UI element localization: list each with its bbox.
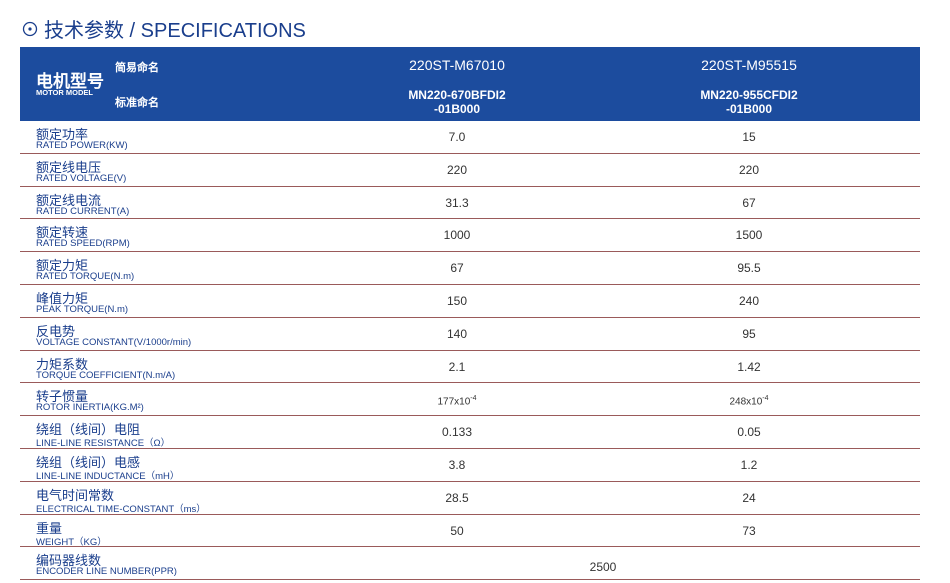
table-row: 额定线电压 RATED VOLTAGE(V) 220 220	[20, 154, 920, 187]
cell-value: 240	[738, 294, 760, 308]
row-label-cn: 绕组（线间）电阻	[36, 422, 141, 438]
title-bar: 技术参数 / SPECIFICATIONS	[22, 14, 306, 43]
table-row: 电气时间常数 ELECTRICAL TIME-CONSTANT（ms） 28.5 24	[20, 482, 920, 515]
value-exponent: -4	[762, 395, 769, 403]
row-label-cn: 额定线电压	[36, 159, 102, 175]
cell-value: 15	[742, 130, 756, 144]
cell-value: 28.5	[445, 490, 469, 505]
table-row: 额定功率 RATED POWER(KW) 7.0 15	[20, 121, 920, 154]
cell-value: 3.8	[448, 458, 466, 472]
row-label-cn: 额定力矩	[36, 258, 89, 274]
row-label-cn: 转子惯量	[36, 389, 89, 405]
model-standard: MN220-670BFDI2	[408, 88, 506, 102]
cell-value: 31.3	[445, 195, 469, 210]
cell-value: 50	[450, 523, 464, 538]
cell-value: 7.0	[448, 130, 466, 144]
row-label-cn: 额定功率	[36, 127, 89, 142]
row-label-en: ENCODER LINE NUMBER(PPR)	[36, 566, 177, 578]
table-row: 转子惯量 ROTOR INERTIA(KG.M²) 177x10-4 248x10-4	[20, 383, 920, 417]
cell-value: 24	[742, 490, 756, 505]
cell-value: 95	[742, 326, 756, 341]
label-en: MOTOR MODEL	[36, 88, 93, 97]
cell-value: 140	[446, 326, 468, 341]
row-label-en: RATED TORQUE(N.m)	[36, 271, 135, 283]
row-label-cn: 电气时间常数	[36, 487, 115, 503]
table-row: 额定转速 RATED SPEED(RPM) 1000 1500	[20, 219, 920, 253]
value-exponent: -4	[470, 395, 477, 403]
circle-icon	[22, 21, 38, 36]
row-label-en: TORQUE COEFFICIENT(N.m/A)	[36, 369, 176, 381]
row-label-en: ROTOR INERTIA(KG.M²)	[36, 402, 144, 414]
cell-value: 150	[446, 294, 468, 308]
table-row: 额定线电流 RATED CURRENT(A) 31.3 67	[20, 187, 920, 220]
row-label-cn: 重量	[36, 520, 63, 536]
cell-value: 67	[742, 195, 756, 210]
row-label-cn: 额定线电流	[36, 192, 102, 208]
table-row: 额定力矩 RATED TORQUE(N.m) 67 95.5	[20, 252, 920, 285]
model-short: 220ST-M67010	[409, 57, 505, 73]
row-label-en: LINE-LINE INDUCTANCE（mH）	[36, 471, 180, 482]
cell-value: 177x10-4	[311, 383, 603, 415]
cell-value: 220	[738, 162, 760, 177]
table-row: 绕组（线间）电阻 LINE-LINE RESISTANCE（Ω） 0.133 0.05	[20, 416, 920, 449]
row-label-cn: 绕组（线间）电感	[36, 455, 141, 470]
cell-value: 248x10-4	[603, 383, 895, 415]
cell-value: 1.42	[737, 359, 761, 374]
row-label-en: VOLTAGE CONSTANT(V/1000r/min)	[36, 336, 192, 348]
table-row: 力矩系数 TORQUE COEFFICIENT(N.m/A) 2.1 1.42	[20, 351, 920, 384]
row-label-en: PEAK TORQUE(N.m)	[36, 304, 129, 315]
model-standard: MN220-955CFDI2	[700, 88, 798, 102]
cell-value: 2500	[589, 560, 617, 575]
table-row: 峰值力矩 PEAK TORQUE(N.m) 150 240	[20, 285, 920, 318]
cell-value: 1.2	[740, 458, 758, 472]
row-label-en: WEIGHT（KG）	[36, 536, 107, 548]
model-short: 220ST-M95515	[701, 57, 797, 73]
cell-value: 220	[446, 162, 468, 177]
row-label-en: RATED POWER(KW)	[36, 140, 128, 151]
cell-value: 67	[450, 261, 464, 276]
row-label-cn: 编码器线数	[36, 553, 102, 569]
row-label-en: RATED VOLTAGE(V)	[36, 172, 127, 184]
title: 技术参数 / SPECIFICATIONS	[44, 20, 306, 42]
row-label-en: RATED SPEED(RPM)	[36, 238, 130, 250]
model-standard: -01B000	[433, 102, 481, 116]
row-label-en: ELECTRICAL TIME-CONSTANT（ms）	[36, 503, 206, 515]
row-label-cn: 反电势	[36, 323, 76, 339]
value-base: 177x10	[437, 396, 471, 408]
table-row: 反电势 VOLTAGE CONSTANT(V/1000r/min) 140 95	[20, 318, 920, 351]
cell-value: 2.1	[448, 359, 466, 374]
table-row: 绕组（线间）电感 LINE-LINE INDUCTANCE（mH） 3.8 1.2	[20, 449, 920, 482]
label-cn: 电机型号	[36, 72, 104, 91]
table-row: 编码器线数 ENCODER LINE NUMBER(PPR) 2500	[20, 547, 920, 581]
value-base: 248x10	[729, 396, 763, 408]
cell-value: 1500	[735, 228, 763, 243]
cell-value: 1000	[443, 228, 471, 243]
standard-name: 标准命名	[115, 97, 159, 109]
header: 电机型号 MOTOR MODEL 简易命名 标准命名 220ST-M67010 M…	[20, 47, 920, 121]
row-label-cn: 峰值力矩	[36, 291, 89, 306]
model-standard: -01B000	[725, 102, 773, 116]
cell-value: 0.05	[737, 425, 761, 440]
table-row: 重量 WEIGHT（KG） 50 73	[20, 515, 920, 548]
row-label-en: RATED CURRENT(A)	[36, 205, 130, 217]
cell-value: 95.5	[737, 261, 761, 276]
row-label-cn: 力矩系数	[36, 356, 89, 372]
cell-value: 73	[742, 523, 756, 538]
short-name: 简易命名	[115, 62, 159, 74]
cell-value: 0.133	[441, 425, 473, 440]
row-label-cn: 额定转速	[36, 225, 89, 241]
row-label-en: LINE-LINE RESISTANCE（Ω）	[36, 438, 171, 450]
